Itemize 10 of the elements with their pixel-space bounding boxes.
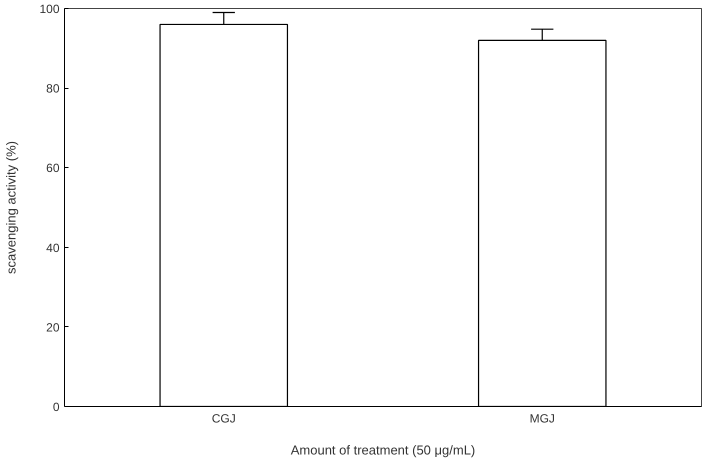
x-axis-title: Amount of treatment (50 μg/mL) — [290, 442, 476, 458]
y-tick-label: 40 — [46, 240, 60, 255]
y-tick-label: 80 — [46, 82, 60, 96]
y-tick-label: 100 — [39, 2, 60, 16]
x-tick-label: MGJ — [530, 412, 555, 426]
y-tick-label: 60 — [46, 161, 60, 176]
y-tick-label: 20 — [46, 320, 60, 334]
y-axis-title: scavenging activity (%) — [3, 141, 18, 274]
y-tick-label: 0 — [52, 400, 60, 414]
x-tick-label: CGJ — [212, 412, 236, 426]
